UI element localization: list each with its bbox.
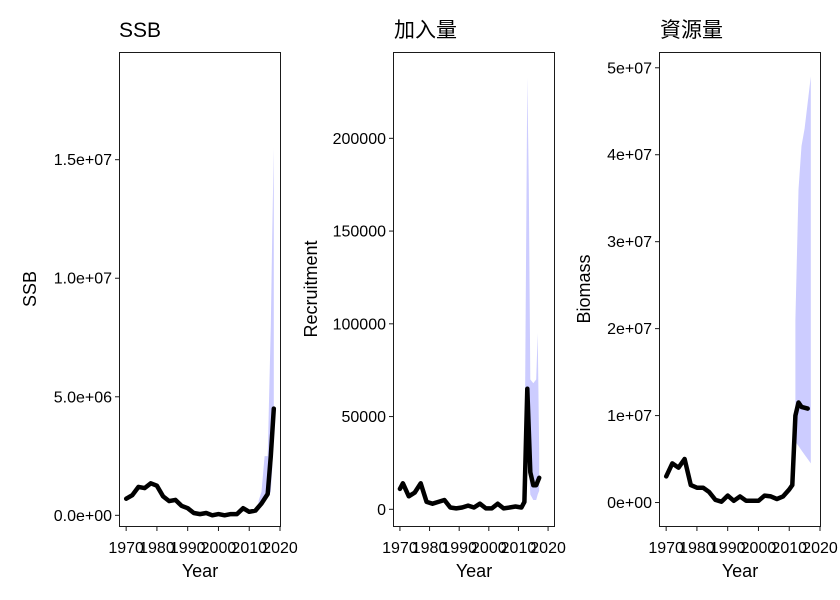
- ssb-x-axis-label: Year: [182, 561, 218, 581]
- recruitment-x-tick-label: 2020: [530, 540, 566, 557]
- ssb-confidence-band: [258, 147, 274, 509]
- ssb-x-tick-label: 2020: [262, 540, 298, 557]
- biomass-confidence-band: [795, 76, 811, 464]
- biomass-y-tick-label: 5e+07: [607, 60, 652, 77]
- recruitment-x-tick-label: 1980: [412, 540, 448, 557]
- biomass-panel-title: 資源量: [660, 19, 723, 42]
- ssb-x-tick-label: 1990: [170, 540, 206, 557]
- ssb-panel: SSB Year SSB 0.0e+00 5.0e+06 1.0e+07 1.5e+0…: [20, 19, 298, 581]
- recruitment-series-line: [397, 386, 542, 511]
- ssb-y-tick-label: 1.0e+07: [54, 271, 112, 288]
- ssb-x-tick-label: 1980: [139, 540, 175, 557]
- biomass-plot-frame: [659, 52, 821, 527]
- ssb-y-tick-label: 5.0e+06: [54, 389, 112, 406]
- ssb-series-line: [123, 406, 277, 518]
- recruitment-plot-frame: [393, 52, 555, 527]
- recruitment-y-tick-label: 100000: [333, 316, 386, 333]
- biomass-y-axis-label: Biomass: [574, 254, 594, 323]
- ssb-y-tick-label: 0.0e+00: [54, 508, 112, 525]
- recruitment-panel: 加入量 Year Recruitment 0 50000 100000 150000 2…: [301, 19, 566, 581]
- ssb-plot-frame: [119, 52, 281, 527]
- ssb-panel-title: SSB: [119, 19, 161, 42]
- ssb-y-axis-label: SSB: [20, 271, 40, 307]
- biomass-y-tick-label: 1e+07: [607, 408, 652, 425]
- biomass-y-tick-label: 4e+07: [607, 147, 652, 164]
- biomass-x-axis-label: Year: [722, 561, 758, 581]
- biomass-y-tick-label: 2e+07: [607, 321, 652, 338]
- ssb-x-tick-label: 2010: [231, 540, 267, 557]
- biomass-y-tick-label: 0e+00: [607, 495, 652, 512]
- biomass-x-tick-label: 2000: [741, 540, 777, 557]
- recruitment-y-tick-label: 150000: [333, 224, 386, 241]
- recruitment-y-tick-label: 50000: [342, 409, 387, 426]
- ssb-x-tick-label: 1970: [108, 540, 144, 557]
- ssb-y-tick-label: 1.5e+07: [54, 152, 112, 169]
- recruitment-x-tick-label: 2000: [471, 540, 507, 557]
- biomass-x-tick-label: 2020: [802, 540, 838, 557]
- recruitment-y-tick-label: 0: [377, 502, 386, 519]
- recruitment-panel-title: 加入量: [394, 19, 457, 42]
- recruitment-x-tick-label: 1990: [441, 540, 477, 557]
- recruitment-x-axis-label: Year: [456, 561, 492, 581]
- recruitment-x-tick-label: 1970: [382, 540, 418, 557]
- biomass-x-tick-label: 1970: [648, 540, 684, 557]
- biomass-x-tick-label: 1990: [710, 540, 746, 557]
- recruitment-y-tick-label: 200000: [333, 131, 386, 148]
- recruitment-x-tick-label: 2010: [501, 540, 537, 557]
- biomass-x-tick-label: 2010: [771, 540, 807, 557]
- biomass-y-tick-label: 3e+07: [607, 234, 652, 251]
- biomass-x-tick-label: 1980: [679, 540, 715, 557]
- biomass-series-line: [663, 400, 810, 504]
- recruitment-y-axis-label: Recruitment: [301, 240, 321, 337]
- biomass-panel: 資源量 Year Biomass 0e+00 1e+07 2e+07 3e+07 4e+…: [574, 19, 838, 581]
- ssb-x-tick-label: 2000: [201, 540, 237, 557]
